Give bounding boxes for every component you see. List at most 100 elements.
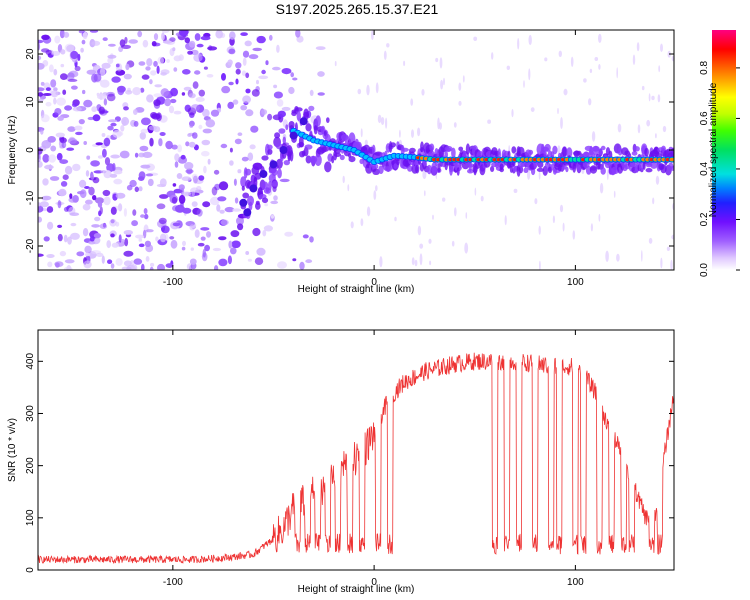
spectrogram-cell — [315, 115, 321, 127]
spectrogram-cell — [464, 242, 469, 254]
spectrogram-cell — [617, 147, 623, 156]
spectrogram-cell — [254, 257, 264, 266]
spectrogram-cell — [229, 147, 233, 153]
spectrogram-cell — [97, 94, 107, 100]
spectrogram-cell — [270, 214, 275, 219]
colorbar-tick-label: 0.6 — [699, 111, 710, 125]
spectrogram-cell — [68, 70, 79, 78]
spectrogram-cell — [216, 204, 221, 212]
spectrogram-cell — [60, 73, 68, 80]
spectrogram-cell — [240, 176, 247, 188]
spectrogram-cell — [188, 141, 196, 148]
spectrogram-cell — [38, 205, 44, 213]
spectrogram-cell — [214, 265, 219, 270]
spectrogram-cell — [657, 94, 661, 103]
spectrogram-cell — [269, 160, 278, 169]
spectrogram-cell — [380, 117, 385, 125]
spectrogram-cell — [128, 39, 138, 44]
spectrogram-cell — [50, 145, 57, 152]
spectrogram-cell — [169, 37, 176, 42]
spectrogram-cell — [592, 145, 600, 156]
spectrogram-cell — [123, 260, 132, 267]
spectrogram-cell — [458, 146, 464, 152]
spectrogram-cell — [565, 166, 569, 173]
spectrogram-cell — [487, 119, 491, 124]
spectrogram-cell — [255, 200, 260, 205]
spectrogram-cell — [653, 146, 659, 154]
spectrogram-cell — [119, 150, 130, 159]
spectrogram-cell — [200, 236, 206, 241]
spectrogram-cell — [248, 201, 253, 211]
spectrogram-cell — [191, 201, 198, 208]
spectrogram-cell — [89, 30, 99, 33]
spectrogram-cell — [241, 70, 247, 76]
spectrogram-cell — [157, 263, 165, 270]
spectrogram-cell — [111, 76, 121, 83]
spectrogram-cell — [82, 89, 86, 95]
spectrogram-cell — [193, 53, 203, 62]
spectrogram-cell — [110, 154, 121, 159]
spectrogram-cell — [176, 173, 183, 179]
spectrogram-cell — [38, 153, 41, 163]
spectrogram-cell — [106, 240, 111, 249]
spectrogram-cell — [38, 55, 42, 61]
spectrogram-cell — [192, 81, 199, 89]
spectrogram-cell — [149, 79, 153, 85]
spectrogram-cell — [235, 68, 241, 75]
spectrogram-cell — [267, 113, 273, 121]
spectrogram-cell — [544, 57, 548, 62]
spectrogram-cell — [443, 77, 445, 86]
spectrogram-cell — [49, 176, 60, 181]
spectrogram-cell — [230, 230, 240, 238]
spectrogram-cell — [38, 161, 43, 168]
spectrogram-cell — [141, 74, 150, 80]
spectrogram-cell — [235, 62, 242, 69]
spectrogram-cell — [242, 192, 250, 199]
spectrogram-cell — [86, 69, 97, 75]
spectrogram-cell — [124, 36, 128, 44]
spectrogram-cell — [55, 132, 65, 138]
spectrogram-cell — [59, 250, 67, 257]
spectrogram-cell — [606, 169, 609, 181]
spectrogram-cell — [59, 137, 67, 144]
spectrogram-cell — [138, 186, 143, 192]
spectrogram-cell — [38, 216, 42, 223]
spectrogram-cell — [121, 44, 131, 50]
spectrogram-cell — [72, 106, 82, 112]
spectrogram-cell — [299, 117, 308, 126]
spectrogram-cell — [64, 259, 75, 264]
spectrogram-cell — [60, 49, 66, 55]
spectrogram-cell — [660, 257, 663, 269]
spectrogram-cell — [417, 127, 421, 137]
snr-y-ticks: 0 100 200 300 400 — [25, 353, 674, 573]
spectrogram-cell — [192, 175, 198, 184]
spectrogram-cell — [265, 60, 269, 66]
spectrogram-cell — [91, 224, 100, 228]
spectrogram-cell — [133, 120, 139, 127]
spectrogram-cell — [98, 106, 105, 115]
spectrogram-cell — [145, 229, 154, 233]
spectrogram-cell — [462, 75, 465, 83]
spectrogram-cell — [451, 240, 455, 247]
spectrogram-cell — [53, 97, 57, 105]
colorbar-ticks: 0.0 0.2 0.4 0.6 0.8 — [699, 61, 740, 277]
spectrogram-cell — [411, 129, 414, 138]
spectrogram-cell — [107, 259, 113, 265]
spectrogram-cell — [594, 57, 599, 61]
spectrogram-cell — [153, 126, 161, 133]
spectrogram-cell — [184, 162, 194, 170]
spectrogram-cell — [184, 192, 192, 196]
spectrogram-cell — [72, 195, 79, 203]
spectrogram-cell — [276, 158, 283, 169]
spectrogram-cell — [94, 216, 101, 222]
spectrogram-cell — [82, 228, 89, 237]
spectrogram-cell — [177, 144, 183, 153]
spectrogram-cell — [198, 89, 205, 97]
spectrogram-y-tick-label: -20 — [25, 238, 36, 253]
spectrogram-cell — [289, 150, 294, 162]
spectrogram-cell — [347, 184, 350, 192]
spectrogram-cell — [552, 215, 556, 224]
spectrogram-cell — [40, 81, 45, 86]
spectrogram-cell — [409, 147, 416, 153]
spectrogram-cell — [662, 125, 667, 133]
